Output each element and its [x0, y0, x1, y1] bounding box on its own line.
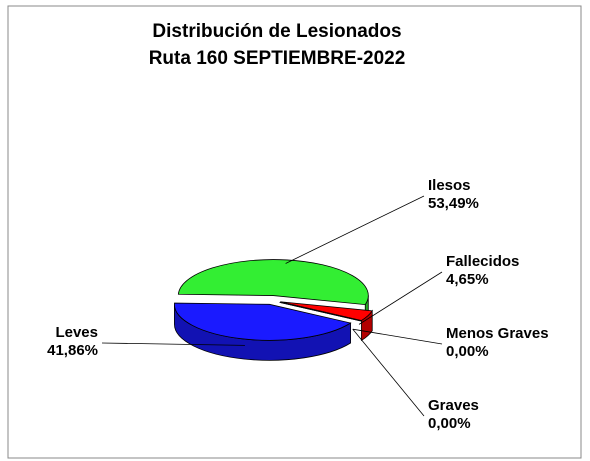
slice-label: Menos Graves: [446, 325, 549, 342]
leader-line: [285, 195, 425, 264]
chart-frame: [7, 5, 582, 459]
slice: [177, 259, 369, 306]
slice-value-label: 53,49%: [428, 195, 479, 212]
slice-label: Leves: [55, 324, 98, 341]
chart-title: Distribución de Lesionados: [152, 21, 401, 42]
slice-value-label: 0,00%: [428, 415, 471, 432]
chart-title: Ruta 160 SEPTIEMBRE-2022: [149, 48, 406, 69]
leader-line: [358, 271, 443, 325]
slice: [280, 301, 373, 321]
slice-value-label: 4,65%: [446, 271, 489, 288]
slice-label: Graves: [428, 397, 479, 414]
leader-line: [352, 328, 425, 417]
slice-label: Ilesos: [428, 177, 471, 194]
slice: [174, 302, 352, 341]
leader-line: [352, 328, 443, 345]
slice-value-label: 41,86%: [47, 342, 98, 359]
slice-value-label: 0,00%: [446, 343, 489, 360]
leader-line: [101, 342, 245, 346]
slice-label: Fallecidos: [446, 253, 519, 270]
